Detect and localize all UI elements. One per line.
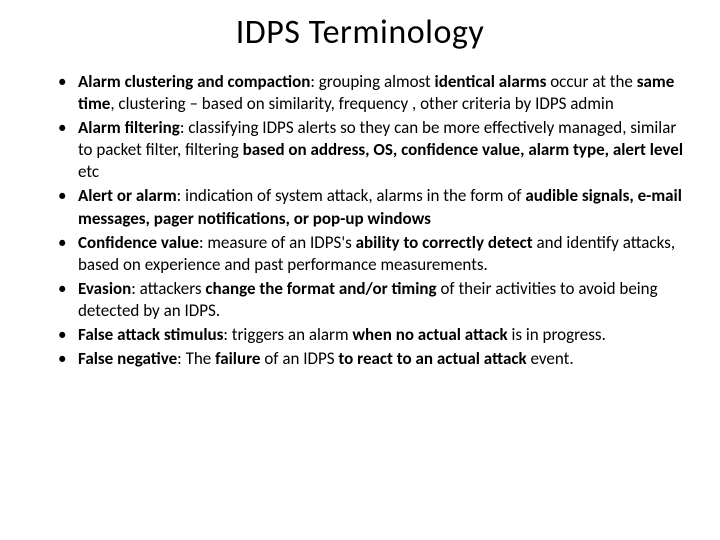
text: : attackers	[131, 278, 205, 299]
term: False negative	[78, 348, 177, 369]
text: , clustering – based on similarity, freq…	[110, 93, 613, 114]
bold: when no actual attack	[352, 324, 511, 345]
bold: identical alarms	[435, 71, 551, 92]
text: : measure of an IDPS's	[199, 232, 356, 253]
term: Confidence value	[78, 232, 199, 253]
text: is in progress.	[511, 324, 605, 345]
bold: change the format and/or timing	[205, 278, 440, 299]
term: Alert or alarm	[78, 185, 177, 206]
list-item: Alert or alarm: indication of system att…	[58, 185, 690, 229]
list-item: Evasion: attackers change the format and…	[58, 278, 690, 322]
bold: ability to correctly detect	[356, 232, 537, 253]
bold: failure	[215, 348, 264, 369]
text: : grouping almost	[310, 71, 434, 92]
list-item: False negative: The failure of an IDPS t…	[58, 348, 690, 370]
text: event.	[531, 348, 574, 369]
text: : The	[177, 348, 215, 369]
list-item: Confidence value: measure of an IDPS's a…	[58, 232, 690, 276]
text: of an IDPS	[264, 348, 338, 369]
text: etc	[78, 161, 99, 182]
bold: to react to an actual attack	[338, 348, 530, 369]
bold: based on address, OS, confidence value, …	[243, 139, 683, 160]
term: Alarm clustering and compaction	[78, 71, 310, 92]
slide-title: IDPS Terminology	[30, 12, 690, 53]
text: occur at the	[550, 71, 637, 92]
text: : indication of system attack, alarms in…	[177, 185, 526, 206]
term: Evasion	[78, 278, 131, 299]
term: Alarm filtering	[78, 117, 180, 138]
term: False attack stimulus	[78, 324, 223, 345]
text: : triggers an alarm	[223, 324, 352, 345]
slide-container: IDPS Terminology Alarm clustering and co…	[0, 0, 720, 540]
list-item: Alarm clustering and compaction: groupin…	[58, 71, 690, 115]
list-item: Alarm filtering: classifying IDPS alerts…	[58, 117, 690, 183]
list-item: False attack stimulus: triggers an alarm…	[58, 324, 690, 346]
bullet-list: Alarm clustering and compaction: groupin…	[30, 71, 690, 370]
